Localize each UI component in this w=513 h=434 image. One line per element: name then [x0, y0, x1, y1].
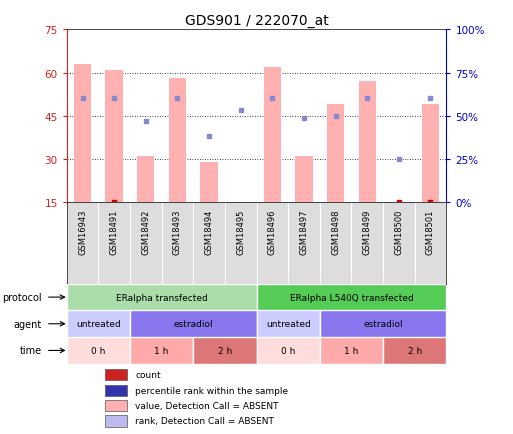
Bar — [169, 79, 186, 202]
Text: percentile rank within the sample: percentile rank within the sample — [135, 386, 288, 395]
Text: GSM18494: GSM18494 — [205, 209, 213, 254]
Text: GSM18491: GSM18491 — [110, 209, 119, 254]
Text: GSM18496: GSM18496 — [268, 209, 277, 254]
Text: GSM16943: GSM16943 — [78, 209, 87, 254]
Bar — [201, 162, 218, 202]
Bar — [256, 284, 446, 311]
Bar — [422, 105, 439, 202]
Title: GDS901 / 222070_at: GDS901 / 222070_at — [185, 14, 328, 28]
Text: estradiol: estradiol — [173, 319, 213, 329]
Text: GSM18500: GSM18500 — [394, 209, 403, 254]
Text: GSM18497: GSM18497 — [300, 209, 308, 254]
Text: GSM18493: GSM18493 — [173, 209, 182, 254]
Text: count: count — [135, 371, 161, 379]
Text: 1 h: 1 h — [154, 346, 169, 355]
Bar — [130, 337, 193, 364]
Bar — [130, 311, 256, 337]
Bar — [105, 369, 127, 381]
Text: estradiol: estradiol — [363, 319, 403, 329]
Bar — [295, 156, 312, 202]
Text: agent: agent — [14, 319, 42, 329]
Text: GSM18492: GSM18492 — [141, 209, 150, 254]
Bar — [359, 82, 376, 202]
Text: protocol: protocol — [3, 293, 42, 302]
Text: untreated: untreated — [76, 319, 121, 329]
Bar — [193, 337, 256, 364]
Text: value, Detection Call = ABSENT: value, Detection Call = ABSENT — [135, 401, 279, 410]
Text: rank, Detection Call = ABSENT: rank, Detection Call = ABSENT — [135, 417, 274, 425]
Text: 2 h: 2 h — [407, 346, 422, 355]
Text: 0 h: 0 h — [281, 346, 295, 355]
Bar — [264, 68, 281, 202]
Text: ERalpha L540Q transfected: ERalpha L540Q transfected — [289, 293, 413, 302]
Bar — [256, 337, 320, 364]
Text: untreated: untreated — [266, 319, 310, 329]
Bar — [67, 337, 130, 364]
Text: GSM18495: GSM18495 — [236, 209, 245, 254]
Bar — [105, 385, 127, 396]
Bar — [106, 70, 123, 202]
Bar — [383, 337, 446, 364]
Bar — [67, 284, 256, 311]
Bar — [327, 105, 344, 202]
Bar — [256, 311, 320, 337]
Bar — [105, 400, 127, 411]
Bar — [67, 311, 130, 337]
Text: 0 h: 0 h — [91, 346, 106, 355]
Bar — [74, 65, 91, 202]
Text: ERalpha transfected: ERalpha transfected — [116, 293, 207, 302]
Text: 1 h: 1 h — [344, 346, 359, 355]
Bar — [320, 311, 446, 337]
Text: 2 h: 2 h — [218, 346, 232, 355]
Bar — [105, 415, 127, 427]
Text: GSM18498: GSM18498 — [331, 209, 340, 254]
Text: GSM18499: GSM18499 — [363, 209, 372, 254]
Bar — [137, 156, 154, 202]
Text: GSM18501: GSM18501 — [426, 209, 435, 254]
Bar — [320, 337, 383, 364]
Text: time: time — [20, 345, 42, 355]
